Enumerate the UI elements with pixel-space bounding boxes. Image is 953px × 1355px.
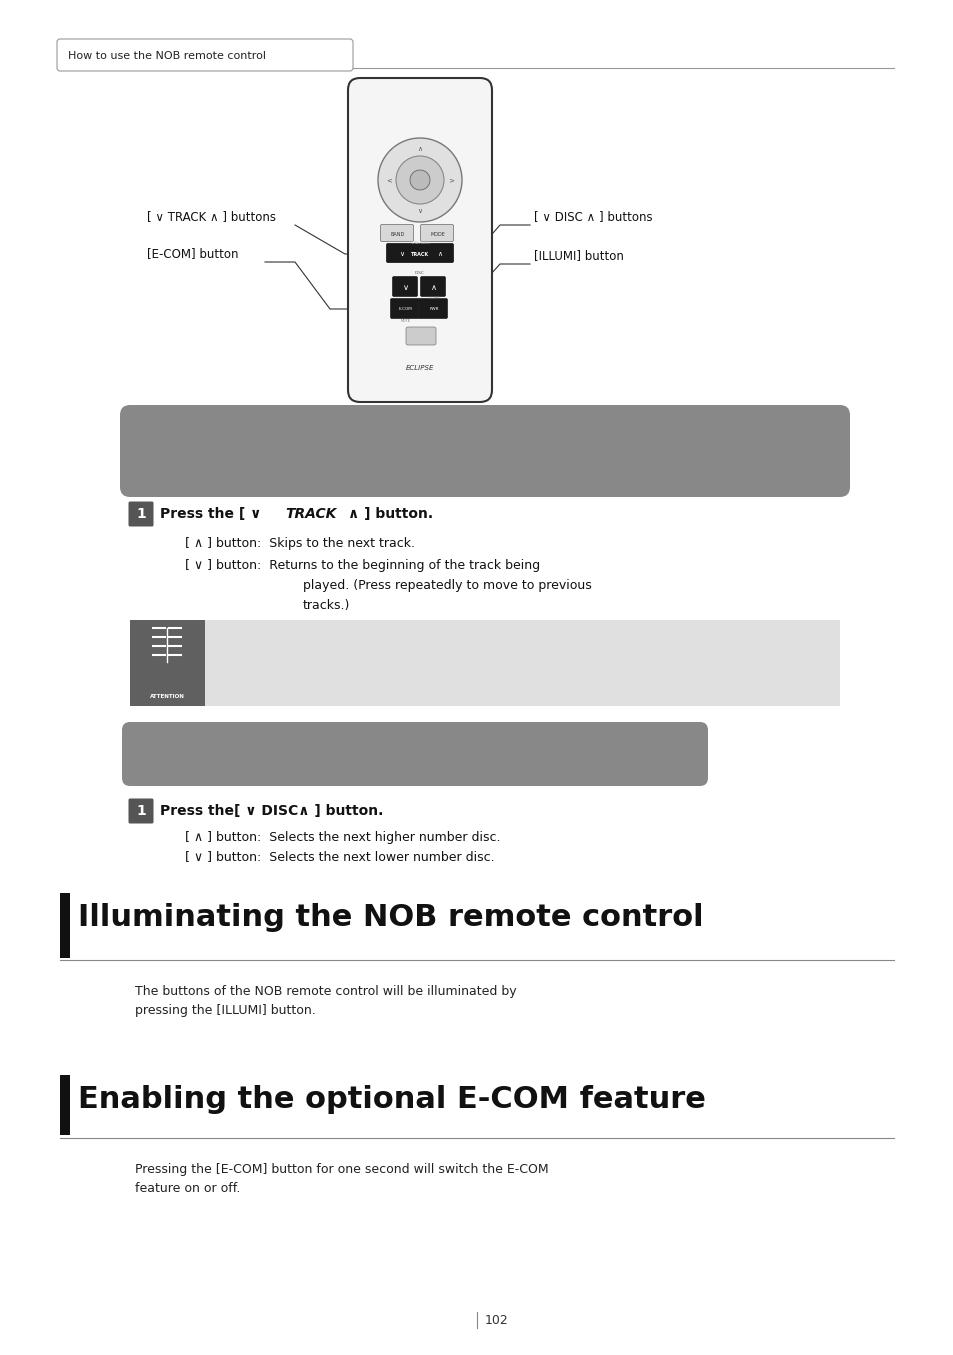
Text: [ ∨ TRACK ∧ ] buttons: [ ∨ TRACK ∧ ] buttons xyxy=(147,210,275,224)
Text: E-COM: E-COM xyxy=(398,308,413,312)
Text: ILLUMI: ILLUMI xyxy=(428,295,439,299)
FancyBboxPatch shape xyxy=(406,327,436,346)
Text: DISC: DISC xyxy=(415,271,424,275)
Text: [ ∧ ] button:  Selects the next higher number disc.: [ ∧ ] button: Selects the next higher nu… xyxy=(185,832,500,844)
Circle shape xyxy=(377,138,461,222)
FancyBboxPatch shape xyxy=(122,722,707,786)
FancyBboxPatch shape xyxy=(60,893,70,958)
Text: 1: 1 xyxy=(136,804,146,818)
Text: [ ∨ ] button:  Selects the next lower number disc.: [ ∨ ] button: Selects the next lower num… xyxy=(185,851,494,863)
Text: ∧ ] button.: ∧ ] button. xyxy=(348,507,433,522)
Text: >: > xyxy=(448,178,454,183)
Text: ∨: ∨ xyxy=(417,209,422,214)
Text: ECLIPSE: ECLIPSE xyxy=(405,364,434,371)
FancyBboxPatch shape xyxy=(390,298,419,318)
FancyBboxPatch shape xyxy=(57,39,353,70)
Text: ∧: ∧ xyxy=(437,251,442,257)
Text: <: < xyxy=(386,178,392,183)
Text: Illuminating the NOB remote control: Illuminating the NOB remote control xyxy=(78,902,703,932)
Text: ∧: ∧ xyxy=(431,282,436,291)
Text: Pressing the [E-COM] button for one second will switch the E-COM
feature on or o: Pressing the [E-COM] button for one seco… xyxy=(135,1163,548,1195)
Text: Press the [ ∨: Press the [ ∨ xyxy=(160,507,266,522)
FancyBboxPatch shape xyxy=(120,405,849,497)
Text: ∨: ∨ xyxy=(399,251,404,257)
Text: Enabling the optional E-COM feature: Enabling the optional E-COM feature xyxy=(78,1085,705,1114)
Text: [E-COM] button: [E-COM] button xyxy=(147,247,238,260)
FancyBboxPatch shape xyxy=(60,1075,70,1135)
FancyBboxPatch shape xyxy=(129,798,153,824)
Text: tracks.): tracks.) xyxy=(303,599,350,611)
Text: TRACK: TRACK xyxy=(285,507,336,522)
FancyBboxPatch shape xyxy=(386,244,453,263)
Text: MODE: MODE xyxy=(430,232,445,237)
Text: PWR: PWR xyxy=(429,308,438,312)
Text: Advancing to the next track or returning to
the beginning of the track being pla: Advancing to the next track or returning… xyxy=(288,434,681,469)
Text: TUNE/SEEK: TUNE/SEEK xyxy=(410,241,430,245)
Text: Skipping to the next or previous disc: Skipping to the next or previous disc xyxy=(256,747,573,762)
Text: [ ∧ ] button:  Skips to the next track.: [ ∧ ] button: Skips to the next track. xyxy=(185,537,415,550)
Text: [ILLUMI] button: [ILLUMI] button xyxy=(534,249,623,262)
FancyBboxPatch shape xyxy=(130,621,205,706)
Text: BAND: BAND xyxy=(391,232,405,237)
FancyBboxPatch shape xyxy=(418,298,447,318)
FancyBboxPatch shape xyxy=(130,621,840,706)
Text: played. (Press repeatedly to move to previous: played. (Press repeatedly to move to pre… xyxy=(303,579,591,592)
Text: The buttons of the NOB remote control will be illuminated by
pressing the [ILLUM: The buttons of the NOB remote control wi… xyxy=(135,985,517,1018)
Text: TRACK: TRACK xyxy=(411,252,429,256)
Text: [ ∨ DISC ∧ ] buttons: [ ∨ DISC ∧ ] buttons xyxy=(534,210,652,224)
FancyBboxPatch shape xyxy=(392,276,417,297)
Text: Press the[ ∨ DISC∧ ] button.: Press the[ ∨ DISC∧ ] button. xyxy=(160,804,383,818)
Text: 1: 1 xyxy=(136,507,146,522)
Text: ATTENTION: ATTENTION xyxy=(150,694,185,698)
Circle shape xyxy=(410,169,430,190)
Text: Hold the [ ∧ ] button down to fast forward, or the [ ∨ ] button to
rewind throug: Hold the [ ∧ ] button down to fast forwa… xyxy=(213,638,591,669)
FancyBboxPatch shape xyxy=(380,225,413,241)
FancyBboxPatch shape xyxy=(129,501,153,527)
FancyBboxPatch shape xyxy=(420,276,445,297)
Circle shape xyxy=(395,156,443,205)
Text: 102: 102 xyxy=(485,1313,508,1327)
Text: [ ∨ ] button:  Returns to the beginning of the track being: [ ∨ ] button: Returns to the beginning o… xyxy=(185,558,539,572)
FancyBboxPatch shape xyxy=(348,79,492,402)
FancyBboxPatch shape xyxy=(420,225,453,241)
Text: ∧: ∧ xyxy=(417,146,422,152)
Text: How to use the NOB remote control: How to use the NOB remote control xyxy=(68,51,266,61)
Text: MUTE: MUTE xyxy=(400,318,411,322)
Text: ∨: ∨ xyxy=(402,282,409,291)
